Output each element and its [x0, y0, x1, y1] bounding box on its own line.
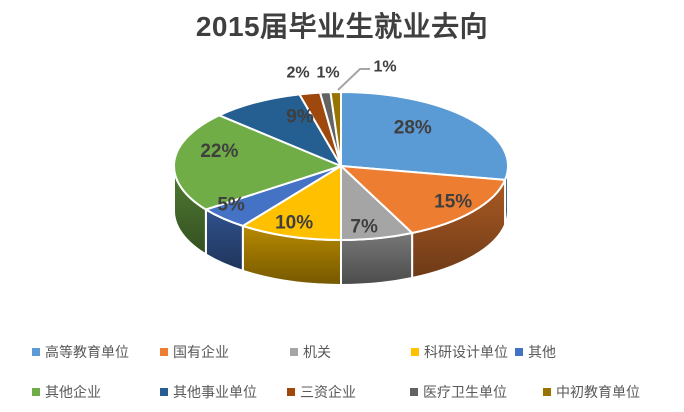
pie-slice-label-9: 1% — [373, 59, 396, 76]
legend-item-2: 机关 — [290, 344, 331, 360]
legend-marker-5 — [32, 388, 40, 396]
legend-item-8: 医疗卫生单位 — [410, 384, 507, 400]
legend-item-9: 中初教育单位 — [543, 384, 640, 400]
legend-marker-7 — [287, 388, 295, 396]
pie-slice-6 — [218, 93, 342, 167]
chart-title: 2015届毕业生就业去向 — [195, 11, 489, 42]
legend-item-5: 其他企业 — [32, 384, 101, 400]
pie-slice-label-7: 2% — [286, 65, 309, 82]
legend-label-9: 中初教育单位 — [556, 384, 640, 400]
legend-label-0: 高等教育单位 — [45, 344, 129, 360]
pie-slice-label-6: 9% — [286, 106, 314, 127]
pie-slice-3 — [241, 165, 342, 241]
pie-slice-label-5: 22% — [200, 141, 238, 162]
legend-marker-0 — [32, 348, 40, 356]
pie-slice-label-4: 5% — [217, 195, 245, 216]
legend-marker-2 — [290, 348, 298, 356]
legend-label-8: 医疗卫生单位 — [423, 384, 507, 400]
legend-item-3: 科研设计单位 — [411, 344, 508, 360]
legend-marker-8 — [410, 388, 418, 396]
pie-slice-1 — [340, 165, 507, 234]
legend-label-1: 国有企业 — [173, 344, 229, 360]
legend-marker-1 — [160, 348, 168, 356]
legend-marker-9 — [543, 388, 551, 396]
pie-slice-label-2: 7% — [350, 216, 378, 237]
pie-slice-label-1: 15% — [434, 192, 472, 213]
chart-legend: 高等教育单位 国有企业 机关 科研设计单位 其他其他企业 其他事业单位 三资企业 医疗卫生单位… — [0, 342, 684, 408]
pie-slice-label-0: 28% — [394, 117, 432, 138]
legend-label-7: 三资企业 — [300, 384, 356, 400]
pie-slice-9 — [329, 91, 342, 167]
pie-slice-0 — [340, 91, 509, 181]
legend-marker-4 — [515, 348, 523, 356]
legend-item-4: 其他 — [515, 344, 556, 360]
legend-label-6: 其他事业单位 — [173, 384, 257, 400]
legend-marker-3 — [411, 348, 419, 356]
legend-item-0: 高等教育单位 — [32, 344, 129, 360]
pie-slice-label-3: 10% — [275, 212, 313, 233]
pie-chart-3d: 28% 15% 7% 10% 5% 22% 9% 2% 1% 1% — [172, 59, 509, 286]
legend-label-2: 机关 — [303, 344, 331, 360]
legend-item-7: 三资企业 — [287, 384, 356, 400]
legend-label-3: 科研设计单位 — [424, 344, 508, 360]
legend-marker-6 — [160, 388, 168, 396]
legend-item-1: 国有企业 — [160, 344, 229, 360]
legend-label-4: 其他 — [528, 344, 556, 360]
pie-slice-5 — [172, 114, 342, 211]
legend-item-6: 其他事业单位 — [160, 384, 257, 400]
pie-slice-label-8: 1% — [316, 65, 339, 82]
label-leader-line — [337, 68, 370, 91]
legend-label-5: 其他企业 — [45, 384, 101, 400]
